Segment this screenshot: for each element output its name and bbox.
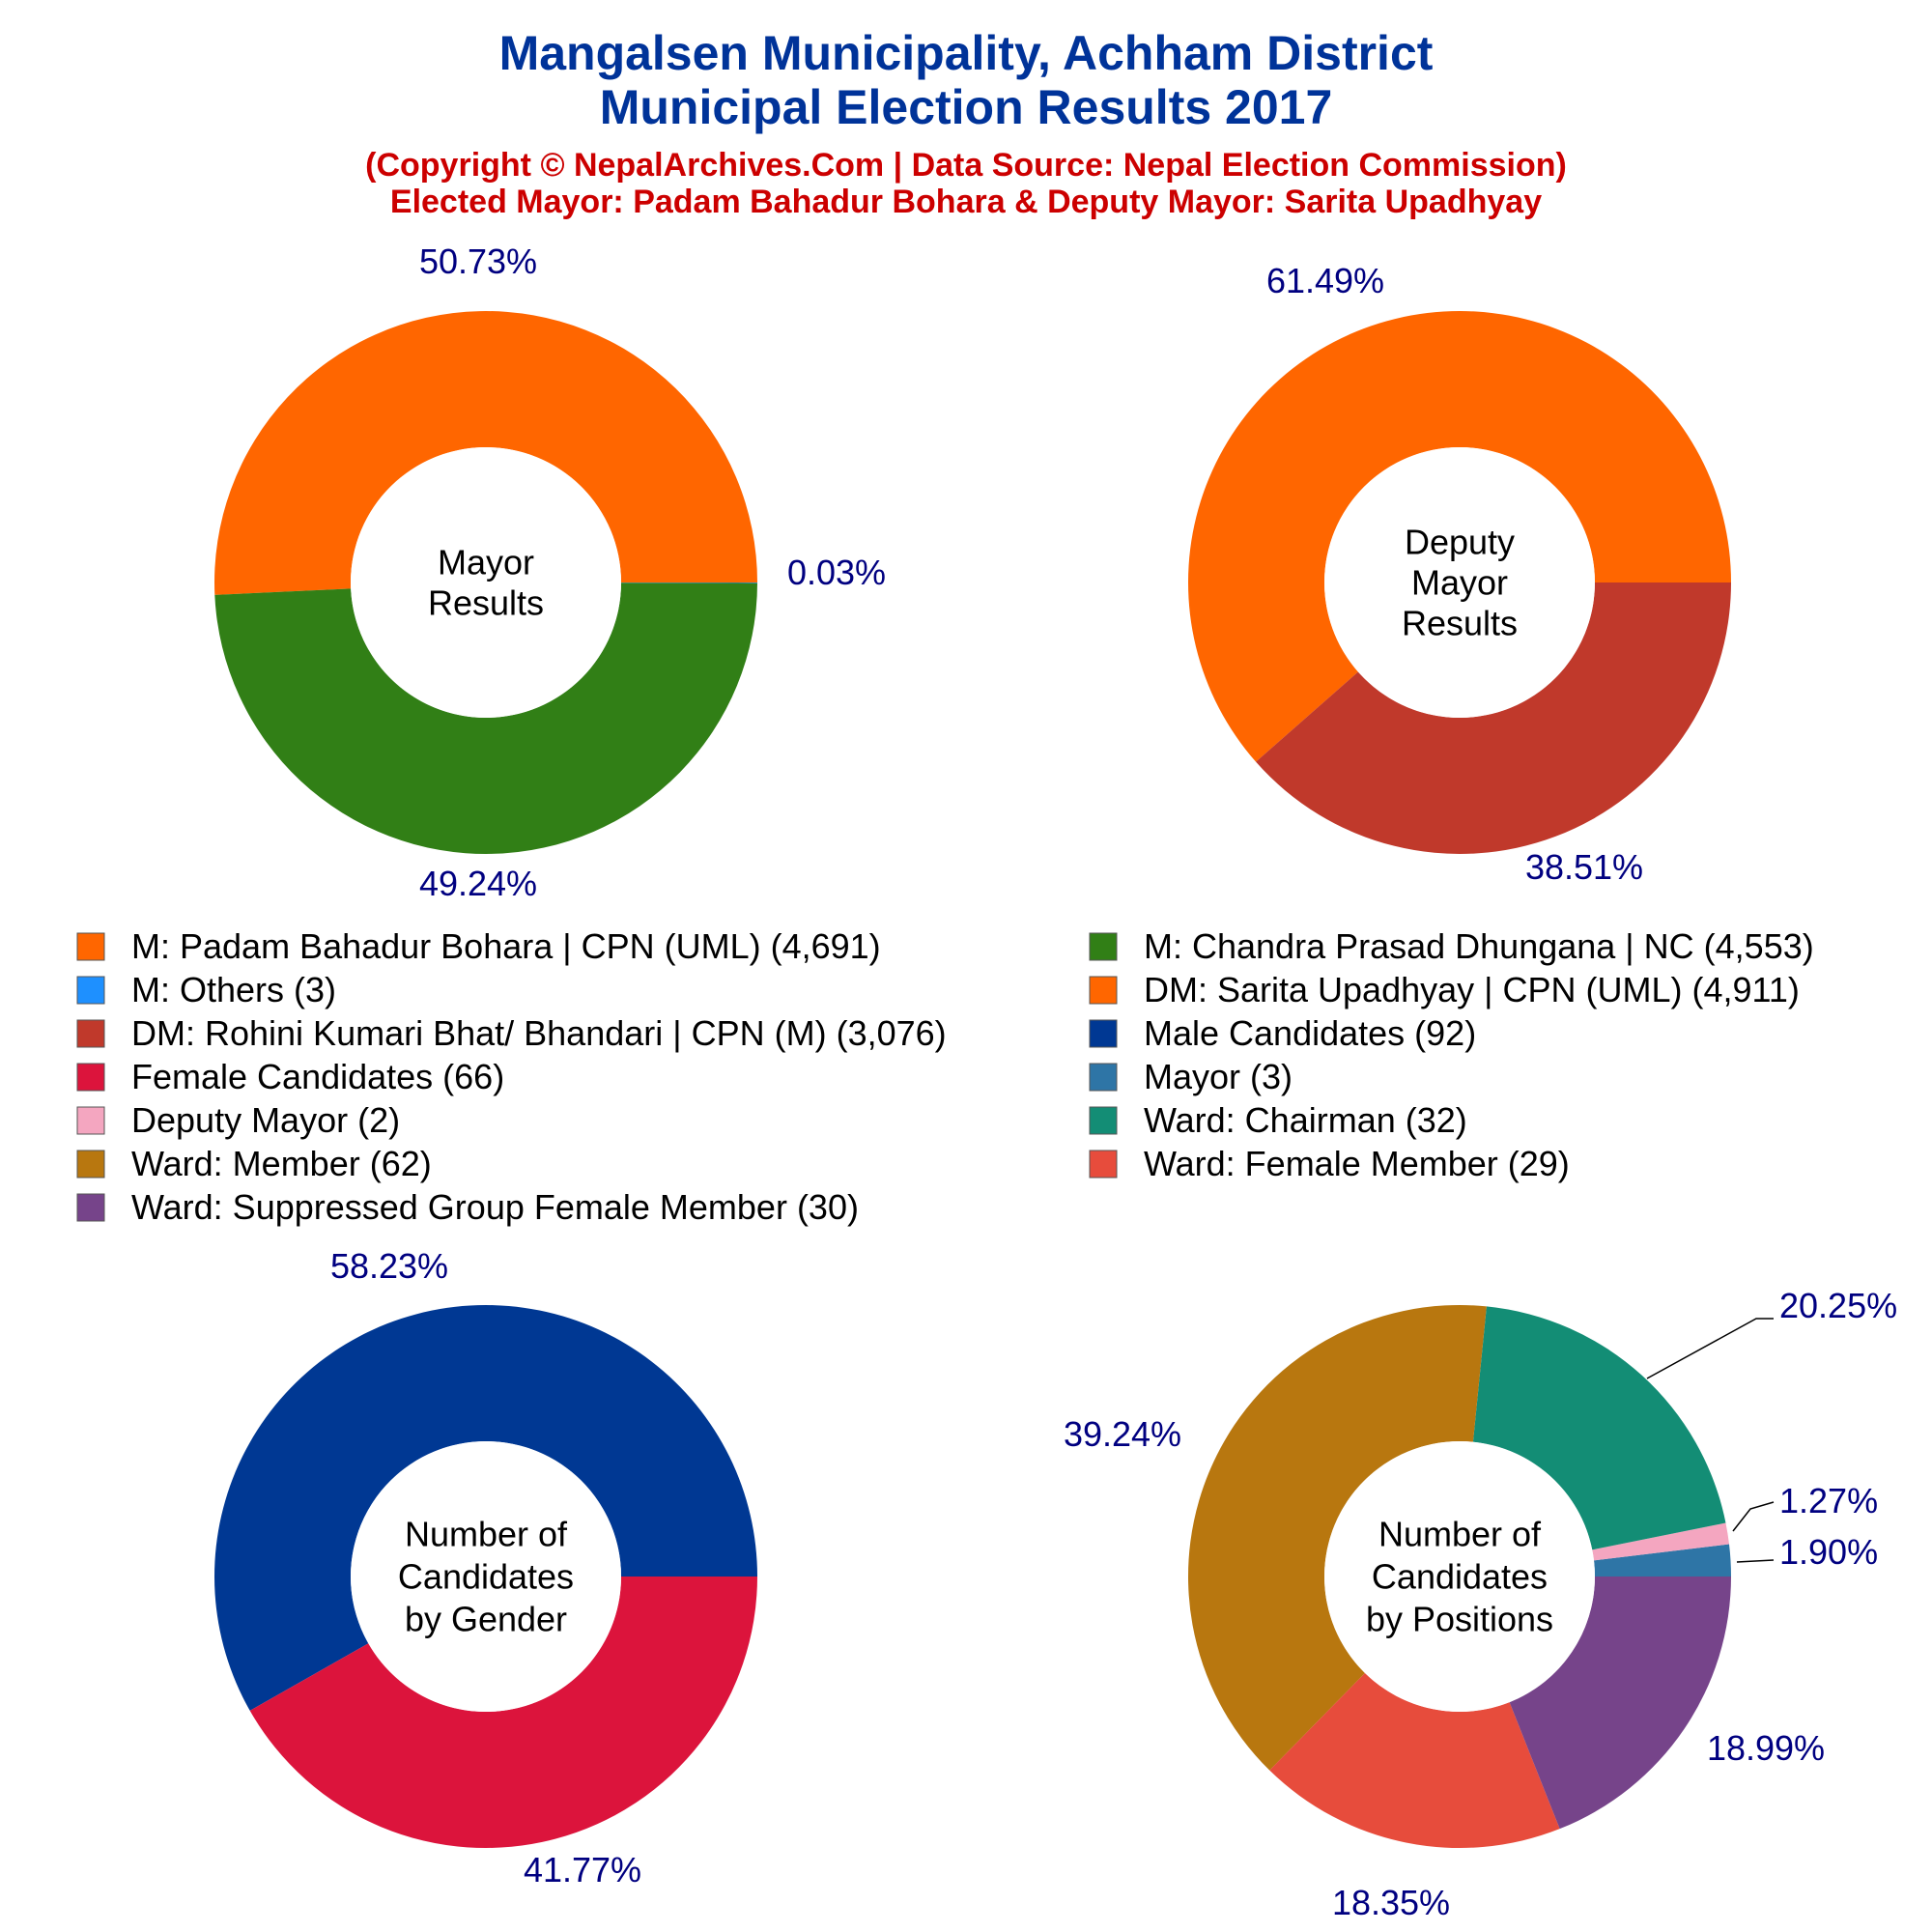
donut-4-center-label-1: Number of — [1378, 1515, 1542, 1554]
donut-2-hole — [1324, 447, 1595, 718]
donut-4-pct-label-1: 1.90% — [1779, 1532, 1878, 1572]
donut-4-center-label-2: Candidates — [1372, 1557, 1548, 1597]
donut-4-pct-label-3: 20.25% — [1779, 1286, 1897, 1325]
legend-swatch — [1089, 976, 1118, 1005]
legend-swatch — [76, 1150, 105, 1179]
legend-item: Mayor (3) — [1089, 1057, 1293, 1096]
donut-4-pct-label-4: 39.24% — [1064, 1414, 1181, 1454]
donut-3-pct-label-1: 58.23% — [330, 1246, 448, 1286]
donut-3-center-label-2: Candidates — [398, 1557, 574, 1597]
legend-swatch — [76, 1019, 105, 1048]
donut-3-center-label-1: Number of — [405, 1515, 568, 1554]
donut-1-pct-label-2: 49.24% — [419, 864, 537, 903]
donut-4-center-label-3: by Positions — [1366, 1600, 1553, 1639]
legend-swatch — [76, 1106, 105, 1135]
donut-4-leader-line-3 — [1646, 1318, 1774, 1379]
donut-4-hole — [1324, 1441, 1595, 1712]
donut-3-slice-2 — [249, 1577, 757, 1848]
donut-4-slice-5 — [1269, 1672, 1560, 1848]
legend-item: Female Candidates (66) — [76, 1057, 504, 1096]
legend-label: Ward: Member (62) — [131, 1144, 432, 1183]
legend-label: Female Candidates (66) — [131, 1057, 504, 1096]
legend-item: Ward: Female Member (29) — [1089, 1144, 1570, 1183]
legend-item: M: Chandra Prasad Dhungana | NC (4,553) — [1089, 926, 1814, 966]
legend-label: M: Others (3) — [131, 970, 336, 1009]
legend-label: Mayor (3) — [1144, 1057, 1293, 1096]
donut-4-slice-1 — [1594, 1544, 1731, 1577]
donut-2-slice-1 — [1187, 311, 1731, 762]
legend-swatch — [1089, 1150, 1118, 1179]
legend-label: DM: Sarita Upadhyay | CPN (UML) (4,911) — [1144, 970, 1800, 1009]
legend-label: Ward: Chairman (32) — [1144, 1100, 1467, 1140]
donut-4-leader-line-2 — [1732, 1501, 1775, 1532]
legend-item: DM: Sarita Upadhyay | CPN (UML) (4,911) — [1089, 970, 1800, 1009]
donut-4-pct-label-2: 1.27% — [1779, 1481, 1878, 1520]
legend-label: Male Candidates (92) — [1144, 1013, 1476, 1053]
donut-4-slice-4 — [1188, 1305, 1487, 1771]
legend-swatch — [1089, 932, 1118, 961]
legend-item: DM: Rohini Kumari Bhat/ Bhandari | CPN (… — [76, 1013, 947, 1053]
legend-item: M: Others (3) — [76, 970, 336, 1009]
legend-label: M: Chandra Prasad Dhungana | NC (4,553) — [1144, 926, 1814, 966]
legend-item: Ward: Member (62) — [76, 1144, 432, 1183]
legend-label: Ward: Suppressed Group Female Member (30… — [131, 1187, 859, 1227]
donut-4-leader-line-1 — [1736, 1559, 1775, 1563]
donut-2-center-label-1: Deputy — [1405, 523, 1515, 562]
donut-1-slice-3 — [620, 582, 757, 583]
legend-swatch — [76, 1193, 105, 1222]
donut-2-pct-label-1: 61.49% — [1266, 261, 1384, 300]
donut-3-slice-1 — [213, 1304, 758, 1711]
donut-4-pct-label-5: 18.35% — [1332, 1883, 1450, 1922]
legend-label: DM: Rohini Kumari Bhat/ Bhandari | CPN (… — [131, 1013, 947, 1053]
legend-item: M: Padam Bahadur Bohara | CPN (UML) (4,6… — [76, 926, 881, 966]
donut-2-slice-2 — [1256, 582, 1731, 855]
chart-title-line1: Mangalsen Municipality, Achham District — [499, 26, 1434, 80]
donut-3-pct-label-2: 41.77% — [524, 1850, 641, 1889]
donut-3-hole — [351, 1441, 621, 1712]
donut-4-pct-label-6: 18.99% — [1707, 1728, 1825, 1768]
donut-1-slice-1 — [214, 311, 758, 595]
donut-2-center-label-3: Results — [1402, 604, 1518, 643]
donut-1-center-label-2: Results — [428, 583, 544, 623]
legend-swatch — [1089, 1106, 1118, 1135]
legend: M: Padam Bahadur Bohara | CPN (UML) (4,6… — [76, 926, 1814, 1227]
legend-swatch — [76, 1063, 105, 1092]
legend-item: Male Candidates (92) — [1089, 1013, 1476, 1053]
donut-1-center-label-1: Mayor — [438, 543, 534, 582]
legend-swatch — [1089, 1063, 1118, 1092]
legend-label: Deputy Mayor (2) — [131, 1100, 400, 1140]
donut-2-pct-label-2: 38.51% — [1525, 847, 1643, 887]
donut-charts: 50.73%49.24%0.03%MayorResults61.49%38.51… — [213, 242, 1897, 1922]
legend-item: Ward: Chairman (32) — [1089, 1100, 1467, 1140]
legend-label: M: Padam Bahadur Bohara | CPN (UML) (4,6… — [131, 926, 881, 966]
chart-subtitle-elected: Elected Mayor: Padam Bahadur Bohara & De… — [390, 184, 1542, 220]
donut-chart-4: 1.90% 1.27% 20.25% 39.24% 18.35% 18.99% Number… — [1064, 1286, 1897, 1922]
donut-1-pct-label-3: 0.03% — [787, 553, 886, 592]
legend-item: Ward: Suppressed Group Female Member (30… — [76, 1187, 859, 1227]
donut-1-slice-2 — [214, 582, 757, 854]
donut-4-slice-6 — [1509, 1577, 1731, 1830]
chart-subtitle-copyright: (Copyright © NepalArchives.Com | Data So… — [365, 147, 1567, 184]
legend-item: Deputy Mayor (2) — [76, 1100, 400, 1140]
legend-label: Ward: Female Member (29) — [1144, 1144, 1570, 1183]
donut-1-hole — [351, 447, 621, 718]
legend-swatch — [76, 976, 105, 1005]
donut-4-slice-3 — [1472, 1306, 1726, 1550]
donut-4-slice-2 — [1592, 1522, 1730, 1561]
legend-swatch — [1089, 1019, 1118, 1048]
chart-title-line2: Municipal Election Results 2017 — [600, 80, 1333, 134]
legend-swatch — [76, 932, 105, 961]
donut-1-pct-label-1: 50.73% — [419, 242, 537, 281]
donut-2-center-label-2: Mayor — [1411, 563, 1508, 603]
donut-3-center-label-3: by Gender — [405, 1600, 567, 1639]
